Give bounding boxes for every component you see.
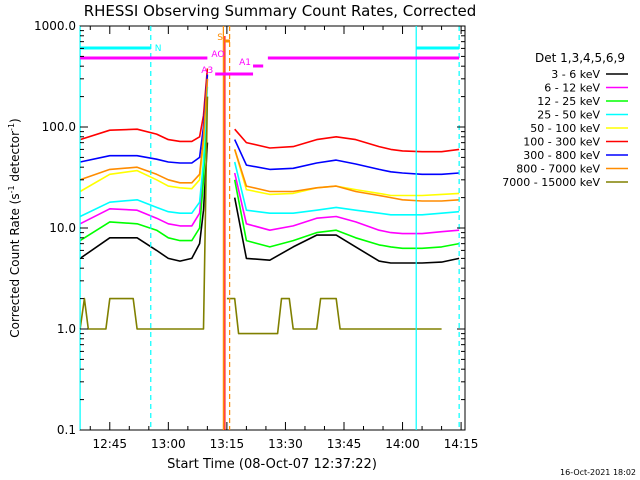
x-tick-label-6: 14:15 (444, 437, 479, 451)
y-axis-label-exp: -1 (7, 185, 16, 193)
plot-area: N S AO A1 A3 1000.0 100.0 10.0 1.0 0.1 12:45 13:0… (34, 19, 478, 451)
bar-label-A1: A1 (239, 58, 251, 68)
series-line-8 (79, 96, 442, 335)
bar-label-AO: AO (211, 50, 224, 60)
chart-title: RHESSI Observing Summary Count Rates, Co… (84, 2, 477, 20)
x-axis: 12:45 13:00 13:15 13:30 13:45 14:00 14:15 (89, 26, 479, 451)
y-axis: 1000.0 100.0 10.0 1.0 0.1 (34, 19, 465, 437)
legend-label-5: 100 - 300 keV (523, 136, 600, 149)
y-axis-label-close: ) (8, 118, 22, 123)
series-line-0 (79, 142, 460, 264)
legend-label-3: 25 - 50 keV (537, 109, 600, 122)
y-axis-label-main: Corrected Count Rate (s (8, 193, 22, 337)
x-tick-label-1: 13:00 (151, 437, 186, 451)
x-tick-label-2: 13:15 (210, 437, 245, 451)
y-tick-label-2: 10.0 (49, 221, 76, 235)
y-axis-label: Corrected Count Rate (s-1 detector-1) (7, 118, 22, 337)
series-line-5 (79, 68, 460, 153)
legend-label-6: 300 - 800 keV (523, 149, 600, 162)
y-tick-label-0: 1000.0 (34, 19, 76, 33)
legend-label-8: 7000 - 15000 keV (502, 176, 600, 189)
series-layer (79, 68, 460, 335)
legend-label-1: 6 - 12 keV (544, 82, 600, 95)
series-line-6 (79, 74, 460, 176)
x-tick-label-5: 14:00 (385, 437, 420, 451)
y-tick-label-1: 100.0 (42, 120, 76, 134)
x-tick-label-4: 13:45 (327, 437, 362, 451)
y-axis-label-tail: detector (8, 131, 22, 186)
series-line-3 (79, 86, 460, 218)
y-tick-label-4: 0.1 (57, 423, 76, 437)
x-tick-label-0: 12:45 (92, 437, 127, 451)
bar-label-S: S (217, 33, 223, 43)
legend-label-0: 3 - 6 keV (551, 68, 600, 81)
legend-label-2: 12 - 25 keV (537, 95, 600, 108)
x-tick-label-3: 13:30 (268, 437, 303, 451)
legend-label-4: 50 - 100 keV (530, 122, 600, 135)
y-axis-label-exp2: -1 (7, 123, 16, 131)
series-line-7 (79, 78, 460, 202)
legend-header: Det 1,3,4,5,6,9 (535, 51, 625, 65)
bar-label-A3: A3 (201, 66, 213, 76)
x-axis-label: Start Time (08-Oct-07 12:37:22) (167, 457, 377, 472)
bar-label-N: N (155, 44, 162, 54)
legend-label-7: 800 - 7000 keV (516, 163, 600, 176)
series-line-2 (79, 96, 460, 250)
y-tick-label-3: 1.0 (57, 322, 76, 336)
footer-date: 16-Oct-2021 18:02 (560, 468, 636, 477)
